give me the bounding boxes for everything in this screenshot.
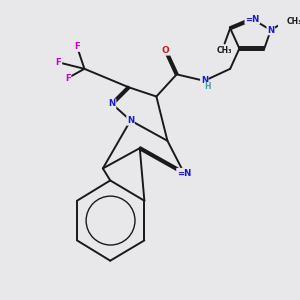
Text: O: O — [162, 46, 170, 55]
Text: =N: =N — [177, 169, 191, 178]
Text: N: N — [201, 76, 208, 85]
Text: N: N — [267, 26, 274, 34]
Text: F: F — [65, 74, 71, 82]
Text: N: N — [109, 99, 116, 108]
Text: F: F — [74, 42, 80, 51]
Text: CH₃: CH₃ — [217, 46, 233, 55]
Text: F: F — [56, 58, 61, 67]
Text: H: H — [204, 82, 211, 91]
Text: N: N — [127, 116, 134, 125]
Text: =N: =N — [245, 14, 260, 23]
Text: CH₃: CH₃ — [286, 17, 300, 26]
